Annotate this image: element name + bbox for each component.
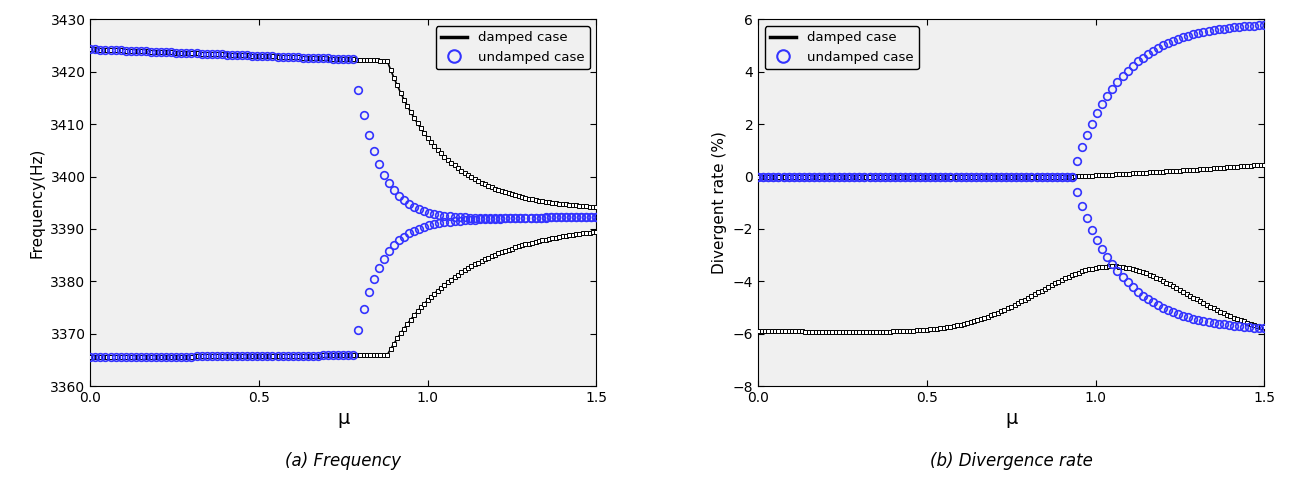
Y-axis label: Divergent rate (%): Divergent rate (%) [712, 131, 728, 274]
Y-axis label: Frequency(Hz): Frequency(Hz) [30, 148, 45, 258]
Text: (b) Divergence rate: (b) Divergence rate [930, 452, 1093, 470]
Text: (a) Frequency: (a) Frequency [285, 452, 401, 470]
Legend: damped case, undamped case: damped case, undamped case [436, 26, 590, 69]
Legend: damped case, undamped case: damped case, undamped case [765, 26, 918, 69]
X-axis label: μ: μ [1005, 409, 1018, 428]
X-axis label: μ: μ [337, 409, 350, 428]
